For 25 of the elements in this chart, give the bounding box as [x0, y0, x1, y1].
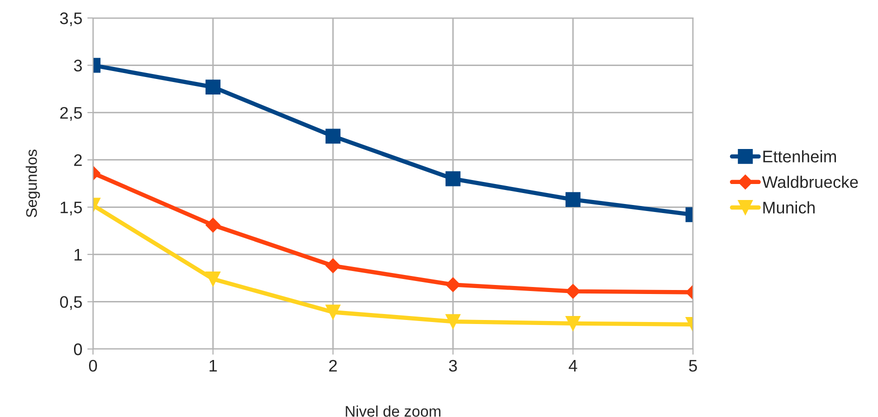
point	[446, 277, 460, 292]
point	[446, 171, 460, 186]
y-tick-label: 2,5	[60, 106, 82, 121]
x-tick-label: 0	[89, 360, 97, 372]
legend-label: Munich	[763, 201, 815, 214]
legend-label: Waldbruecke	[762, 176, 858, 188]
x-tick-label: 2	[329, 360, 337, 372]
y-axis-title: Segundos	[26, 150, 40, 218]
x-tick-label: 4	[568, 360, 578, 372]
x-tick-label: 3	[449, 360, 457, 372]
y-tick-label: 0	[74, 343, 82, 356]
point	[326, 128, 340, 144]
x-tick-label: 1	[210, 360, 217, 372]
point	[326, 304, 340, 320]
y-tick-label: 0,5	[60, 296, 82, 310]
y-tick-label: 1	[74, 249, 82, 260]
point	[326, 258, 340, 274]
x-axis-title: Nivel de zoom	[346, 406, 440, 417]
legend-label: Ettenheim	[763, 150, 836, 162]
y-tick-label: 1,5	[60, 202, 82, 216]
y-tick-label: 3,5	[60, 12, 82, 26]
y-tick-label: 3	[74, 60, 82, 72]
x-tick-label: 5	[689, 360, 697, 372]
point	[446, 314, 460, 330]
y-tick-label: 2	[74, 154, 82, 166]
